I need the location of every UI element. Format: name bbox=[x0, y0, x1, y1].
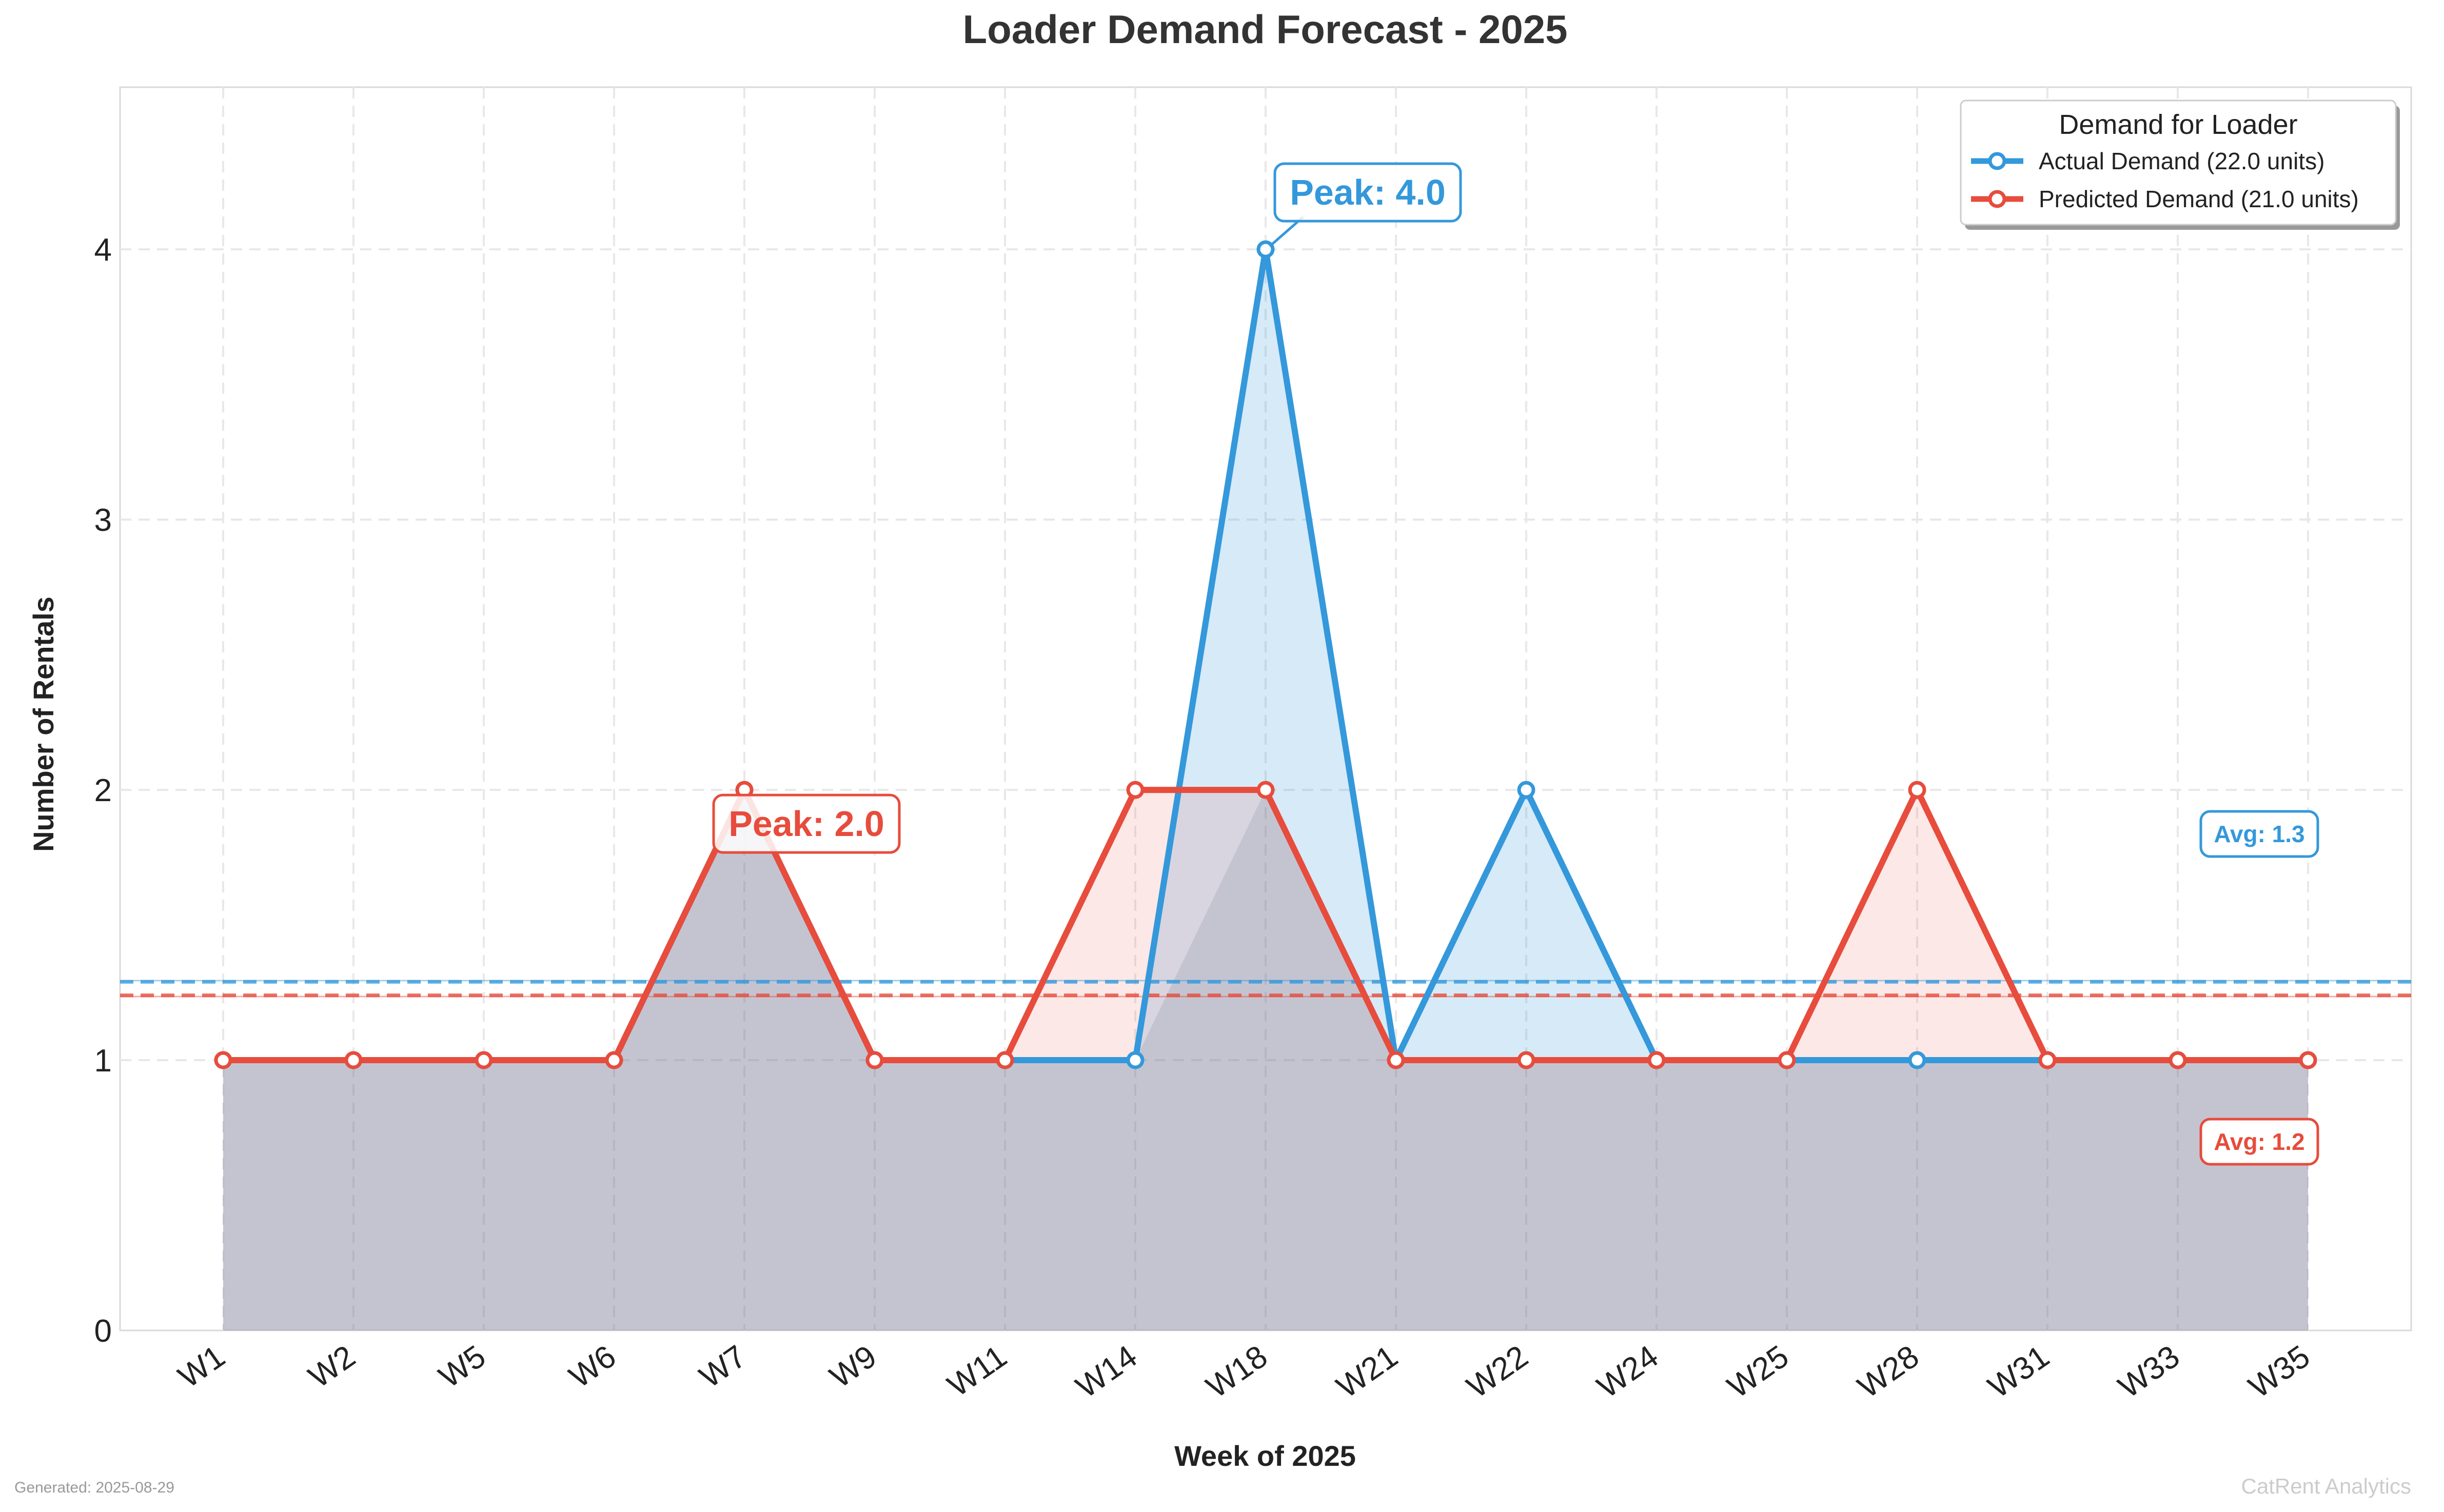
peak-label: Peak: 2.0 bbox=[728, 804, 884, 844]
chart-title: Loader Demand Forecast - 2025 bbox=[962, 7, 1567, 52]
data-point bbox=[1517, 1051, 1535, 1069]
data-point bbox=[1908, 1051, 1926, 1069]
average-label: Avg: 1.3 bbox=[2214, 821, 2304, 847]
y-tick-label: 4 bbox=[94, 232, 112, 268]
generated-date: Generated: 2025-08-29 bbox=[14, 1479, 174, 1496]
peak-callout-box bbox=[712, 793, 901, 854]
legend-title: Demand for Loader bbox=[2059, 109, 2297, 140]
legend-swatch-marker bbox=[1988, 190, 2006, 208]
peak-callout-box bbox=[1273, 162, 1462, 223]
data-point bbox=[996, 1051, 1014, 1069]
average-label: Avg: 1.2 bbox=[2214, 1128, 2304, 1155]
data-point bbox=[344, 1051, 363, 1069]
data-point bbox=[1647, 1051, 1666, 1069]
data-point bbox=[1517, 781, 1535, 799]
y-tick-label: 1 bbox=[94, 1043, 112, 1079]
y-tick-label: 2 bbox=[94, 773, 112, 808]
data-point bbox=[1256, 781, 1275, 799]
data-point bbox=[605, 1051, 623, 1069]
legend-entry-label: Predicted Demand (21.0 units) bbox=[2039, 186, 2359, 212]
x-axis-label: Week of 2025 bbox=[1174, 1440, 1356, 1472]
data-point bbox=[2299, 1051, 2317, 1069]
overlap-area bbox=[223, 790, 2308, 1330]
plot-area: W1 W2 W5 W6 W7 W9 W11 W14 W18 W21 W22 W24 W25 W28 W31 W… bbox=[94, 86, 2412, 1405]
data-point bbox=[2169, 1051, 2187, 1069]
y-tick-label: 0 bbox=[94, 1314, 112, 1349]
y-tick-label: 3 bbox=[94, 503, 112, 538]
data-point bbox=[1387, 1051, 1405, 1069]
average-badge bbox=[2199, 1118, 2319, 1166]
data-point bbox=[1908, 781, 1926, 799]
data-point bbox=[2038, 1051, 2057, 1069]
y-axis-label: Number of Rentals bbox=[27, 596, 60, 852]
data-point bbox=[1126, 781, 1145, 799]
data-point bbox=[1256, 240, 1275, 258]
legend-box bbox=[1960, 100, 2397, 226]
average-badge bbox=[2199, 810, 2319, 858]
brand-watermark: CatRent Analytics bbox=[2241, 1474, 2412, 1498]
series-area bbox=[223, 790, 2308, 1330]
data-point bbox=[1126, 1051, 1145, 1069]
data-point bbox=[214, 1051, 232, 1069]
legend-swatch-marker bbox=[1988, 152, 2006, 170]
peak-label: Peak: 4.0 bbox=[1290, 172, 1446, 212]
data-point bbox=[865, 1051, 884, 1069]
legend-entry-label: Actual Demand (22.0 units) bbox=[2039, 148, 2324, 174]
data-point bbox=[1778, 1051, 1796, 1069]
legend: Demand for Loader Actual Demand (22.0 uni… bbox=[1960, 100, 2400, 230]
data-point bbox=[475, 1051, 493, 1069]
